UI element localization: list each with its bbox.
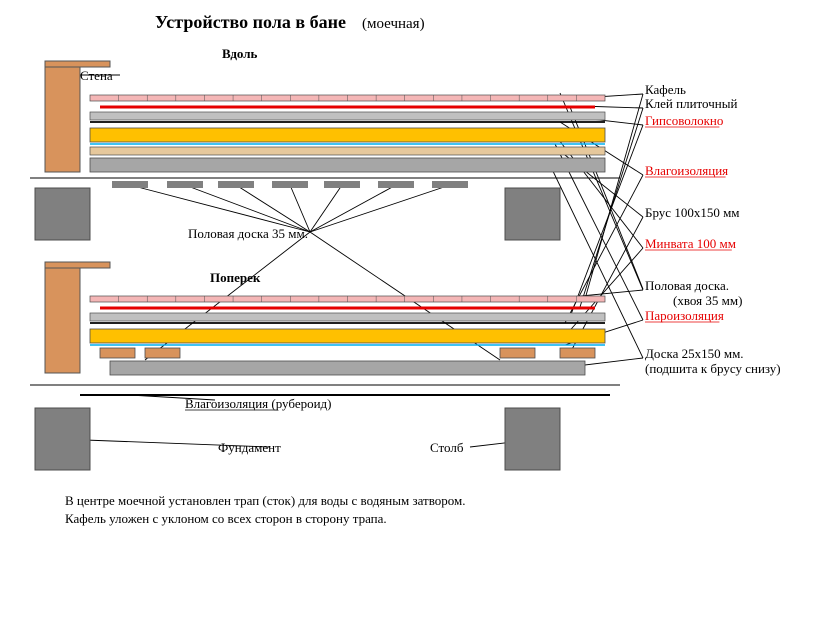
wall-top bbox=[45, 67, 80, 172]
joist-xsec-0 bbox=[100, 348, 135, 358]
label-floorboard35: Половая доска 35 мм. bbox=[188, 226, 308, 241]
floorboard-end-3 bbox=[272, 181, 308, 188]
footnote-1: В центре моечной установлен трап (сток) … bbox=[65, 493, 466, 508]
layer-gypsum-top bbox=[90, 112, 605, 120]
layer-joist-top bbox=[90, 147, 605, 155]
diagram-subtitle: (моечная) bbox=[362, 16, 425, 32]
label-board25-sub: (подшита к брусу снизу) bbox=[645, 361, 781, 376]
layer-minwool-bottom bbox=[90, 329, 605, 343]
layer-board25-top bbox=[90, 158, 605, 172]
label-vapor: Пароизоляция bbox=[645, 308, 724, 323]
layer-minwool-top bbox=[90, 128, 605, 142]
column-top bbox=[505, 188, 560, 240]
floorboard-end-5 bbox=[378, 181, 414, 188]
section-label-top: Вдоль bbox=[222, 46, 258, 61]
label-tile: Кафель bbox=[645, 82, 686, 97]
floorboard-end-0 bbox=[112, 181, 148, 188]
foundation-top bbox=[35, 188, 90, 240]
foundation-bottom bbox=[35, 408, 90, 470]
label-waterproof: Влагоизоляция bbox=[645, 163, 728, 178]
label-column: Столб bbox=[430, 440, 464, 455]
floorboard-end-2 bbox=[218, 181, 254, 188]
label-gypsum: Гипсоволокно bbox=[645, 113, 723, 128]
label-floorboard-sub: (хвоя 35 мм) bbox=[673, 293, 742, 308]
label-foundation: Фундамент bbox=[218, 440, 281, 455]
footnote-2: Кафель уложен с уклоном со всех сторон в… bbox=[65, 511, 387, 526]
label-minwool: Минвата 100 мм bbox=[645, 236, 736, 251]
joist-xsec-2 bbox=[500, 348, 535, 358]
floorboard-end-4 bbox=[324, 181, 360, 188]
label-board25: Доска 25х150 мм. bbox=[645, 346, 744, 361]
section-label-bottom: Поперек bbox=[210, 270, 261, 285]
diagram-title: Устройство пола в бане bbox=[155, 12, 346, 32]
joist-xsec-3 bbox=[560, 348, 595, 358]
wall-bottom bbox=[45, 268, 80, 373]
floor-diagram: Устройство пола в бане (моечная) Вдоль Стен… bbox=[0, 0, 830, 630]
label-wall: Стена bbox=[80, 68, 113, 83]
layer-board25-bottom bbox=[110, 361, 585, 375]
label-ruberoid: Влагоизоляция (рубероид) bbox=[185, 396, 332, 411]
floorboard-end-1 bbox=[167, 181, 203, 188]
label-glue: Клей плиточный bbox=[645, 96, 737, 111]
label-joist: Брус 100х150 мм bbox=[645, 205, 740, 220]
layer-gypsum-bottom bbox=[90, 313, 605, 321]
label-floorboard: Половая доска. bbox=[645, 278, 729, 293]
joist-xsec-1 bbox=[145, 348, 180, 358]
floorboard-end-6 bbox=[432, 181, 468, 188]
column-bottom bbox=[505, 408, 560, 470]
